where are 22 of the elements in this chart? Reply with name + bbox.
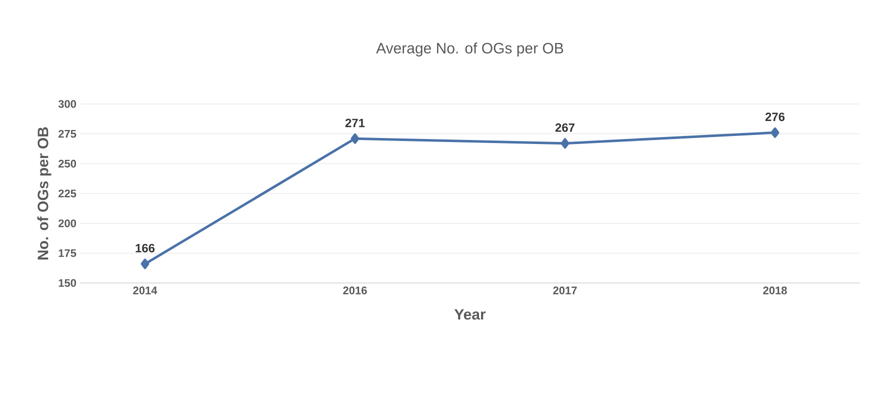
point xyxy=(350,133,360,144)
y-tick-label: 300 xyxy=(58,100,76,108)
chart-title: Average No. of OGs per OB xyxy=(376,42,564,56)
x-axis-title: Year xyxy=(454,309,486,320)
data-label: 276 xyxy=(765,112,785,122)
x-tick-label: 2016 xyxy=(343,286,367,294)
data-label: 271 xyxy=(345,118,365,128)
x-tick-label: 2018 xyxy=(763,286,787,294)
y-axis-title: No. of OGs per OB xyxy=(37,127,52,260)
y-tick-label: 150 xyxy=(58,279,76,287)
x-tick-label: 2017 xyxy=(553,286,577,294)
y-tick-label: 225 xyxy=(58,190,76,198)
y-tick-label: 275 xyxy=(58,130,76,138)
point xyxy=(560,138,570,149)
point xyxy=(140,258,150,270)
data-label: 267 xyxy=(555,123,574,132)
y-tick-label: 200 xyxy=(58,219,76,228)
y-tick-label: 175 xyxy=(58,249,76,258)
x-tick-label: 2014 xyxy=(133,286,158,294)
point xyxy=(770,127,780,138)
data-label: 166 xyxy=(136,244,155,252)
y-tick-label: 250 xyxy=(58,160,76,168)
